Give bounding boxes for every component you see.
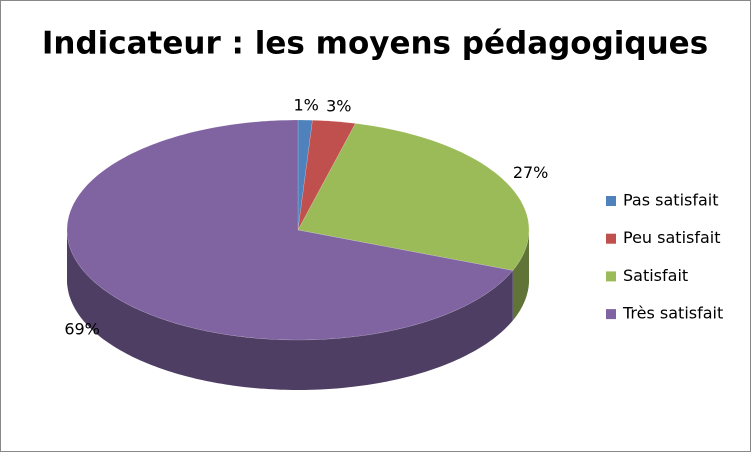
data-label: 1%: [294, 95, 319, 114]
legend-swatch: [606, 196, 616, 206]
data-label: 69%: [64, 319, 100, 338]
legend-label: Pas satisfait: [623, 191, 719, 210]
slice: [66, 119, 514, 341]
legend-label: Peu satisfait: [623, 228, 721, 247]
legend: Pas satisfait Peu satisfait Satisfait Très …: [606, 191, 723, 323]
legend-swatch: [606, 271, 616, 282]
slice: [297, 123, 530, 271]
slice-side: [67, 230, 513, 390]
data-label: 27%: [513, 163, 549, 182]
legend-swatch: [606, 309, 616, 320]
legend-label: Très satisfait: [622, 304, 723, 323]
slice: [297, 119, 356, 231]
legend-swatch: [606, 233, 616, 244]
pie: 1% 3% 27% 69%: [64, 95, 548, 390]
slice-side: [512, 230, 529, 321]
legend-label: Satisfait: [623, 266, 688, 285]
chart-title: Indicateur : les moyens pédagogiques: [42, 26, 708, 62]
data-label: 3%: [326, 97, 351, 116]
